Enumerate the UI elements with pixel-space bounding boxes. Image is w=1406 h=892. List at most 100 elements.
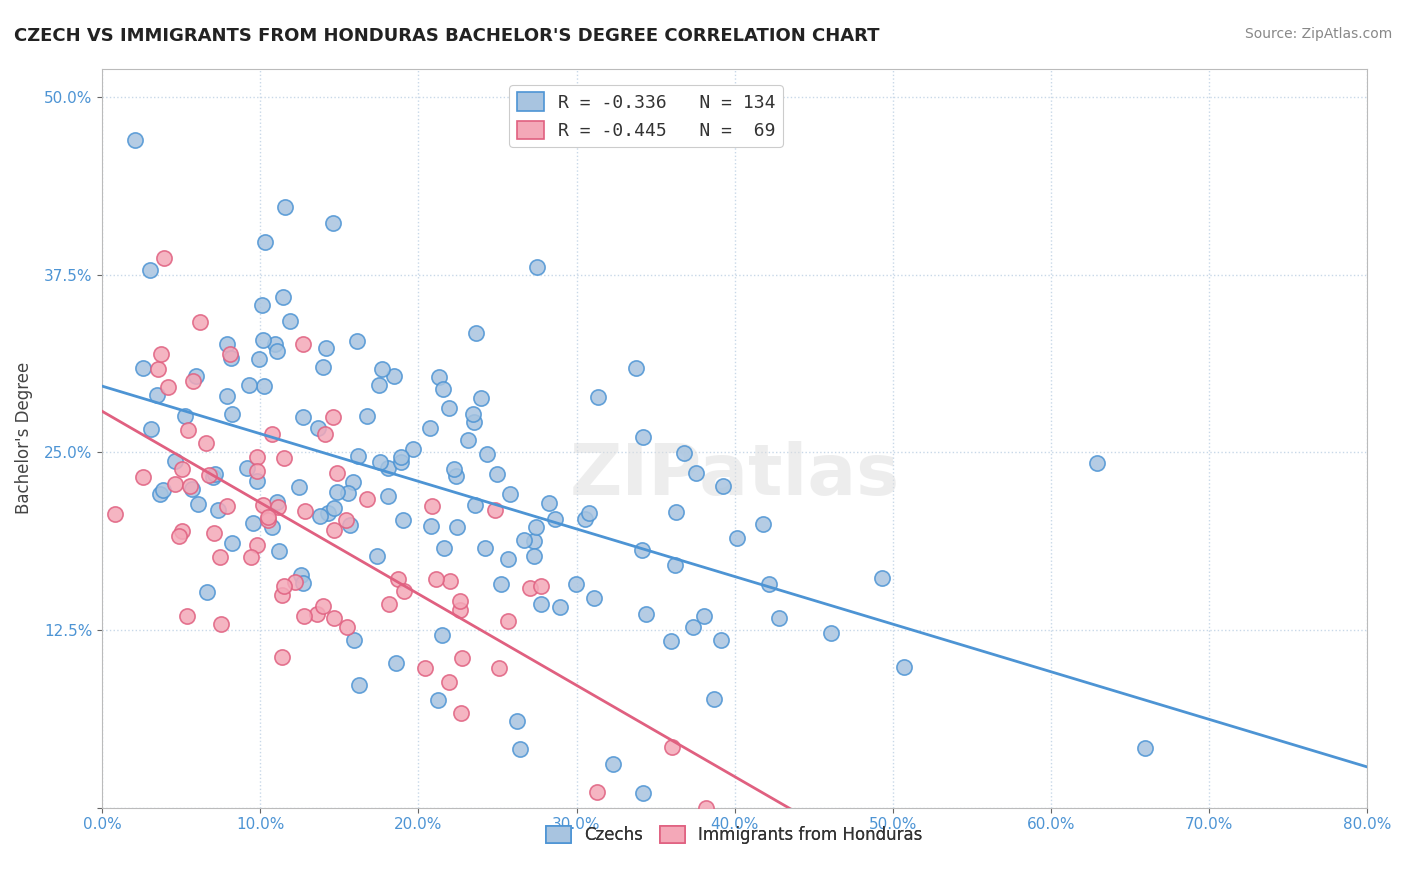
Point: [207, 503, 229, 517]
Point: [586, 390, 609, 404]
Point: [530, 579, 553, 593]
Point: [201, 470, 224, 484]
Point: [252, 333, 274, 347]
Point: [392, 584, 415, 599]
Point: [260, 426, 283, 441]
Point: [149, 487, 172, 501]
Point: [294, 504, 316, 518]
Point: [252, 499, 274, 513]
Point: [177, 423, 200, 437]
Point: [356, 491, 378, 506]
Point: [217, 499, 239, 513]
Point: [219, 351, 242, 365]
Text: ZIPatlas: ZIPatlas: [569, 441, 900, 509]
Point: [209, 616, 232, 631]
Point: [439, 574, 461, 589]
Point: [176, 608, 198, 623]
Point: [217, 389, 239, 403]
Point: [377, 489, 399, 503]
Point: [426, 693, 449, 707]
Point: [489, 576, 512, 591]
Point: [446, 520, 468, 534]
Point: [246, 538, 269, 552]
Point: [661, 739, 683, 754]
Point: [519, 582, 541, 596]
Point: [550, 599, 572, 614]
Point: [392, 513, 415, 527]
Point: [170, 462, 193, 476]
Point: [264, 337, 287, 351]
Point: [543, 512, 565, 526]
Point: [204, 467, 226, 482]
Point: [292, 336, 315, 351]
Point: [631, 430, 654, 444]
Point: [449, 594, 471, 608]
Point: [751, 516, 773, 531]
Point: [273, 450, 295, 465]
Point: [270, 649, 292, 664]
Point: [312, 359, 335, 374]
Point: [522, 534, 544, 549]
Point: [343, 633, 366, 648]
Point: [145, 388, 167, 402]
Point: [167, 529, 190, 543]
Point: [475, 447, 498, 461]
Point: [246, 450, 269, 464]
Point: [449, 603, 471, 617]
Point: [377, 461, 399, 475]
Point: [402, 442, 425, 457]
Point: [266, 344, 288, 359]
Point: [194, 436, 217, 450]
Point: [291, 576, 314, 591]
Point: [336, 620, 359, 634]
Point: [524, 520, 547, 534]
Point: [138, 262, 160, 277]
Point: [634, 607, 657, 621]
Point: [219, 347, 242, 361]
Point: [315, 341, 337, 355]
Point: [278, 314, 301, 328]
Point: [163, 476, 186, 491]
Point: [271, 290, 294, 304]
Point: [290, 567, 312, 582]
Point: [335, 513, 357, 527]
Point: [695, 800, 717, 814]
Point: [252, 298, 274, 312]
Point: [195, 585, 218, 599]
Point: [153, 251, 176, 265]
Point: [499, 487, 522, 501]
Text: Source: ZipAtlas.com: Source: ZipAtlas.com: [1244, 27, 1392, 41]
Point: [488, 661, 510, 675]
Point: [509, 741, 531, 756]
Point: [292, 608, 315, 623]
Point: [284, 574, 307, 589]
Point: [356, 409, 378, 423]
Point: [893, 659, 915, 673]
Point: [368, 377, 391, 392]
Point: [247, 351, 270, 366]
Point: [420, 499, 443, 513]
Point: [685, 466, 707, 480]
Point: [305, 607, 328, 621]
Point: [148, 361, 170, 376]
Point: [496, 552, 519, 566]
Point: [464, 498, 486, 512]
Y-axis label: Bachelor's Degree: Bachelor's Degree: [15, 362, 32, 514]
Point: [163, 454, 186, 468]
Point: [326, 466, 349, 480]
Point: [583, 591, 606, 606]
Point: [378, 597, 401, 611]
Point: [530, 597, 553, 611]
Point: [179, 478, 201, 492]
Point: [565, 577, 588, 591]
Point: [347, 449, 370, 463]
Point: [1135, 741, 1157, 756]
Point: [242, 516, 264, 531]
Point: [180, 482, 202, 496]
Legend: Czechs, Immigrants from Honduras: Czechs, Immigrants from Honduras: [540, 820, 929, 851]
Point: [537, 496, 560, 510]
Point: [443, 462, 465, 476]
Point: [574, 511, 596, 525]
Point: [346, 334, 368, 348]
Point: [693, 609, 716, 624]
